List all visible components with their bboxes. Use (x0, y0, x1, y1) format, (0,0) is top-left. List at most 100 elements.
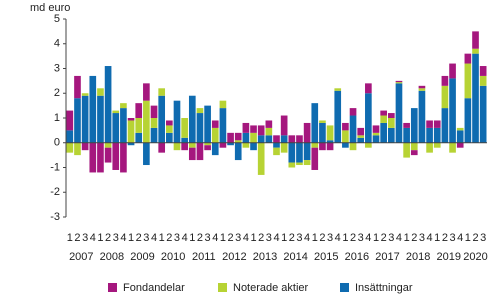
bar-segment (150, 127, 158, 143)
bar-segment (326, 140, 334, 143)
bar-segment (311, 142, 319, 148)
bar-segment (456, 142, 464, 148)
bar-segment (464, 98, 472, 143)
bar-segment (380, 110, 387, 116)
x-tick-label: 4 (212, 232, 218, 244)
bar-segment (257, 142, 265, 175)
year-label: 2013 (253, 251, 277, 263)
bar-segment (250, 132, 257, 143)
bar-segment (257, 135, 265, 143)
bar-segment (479, 85, 487, 143)
bar-segment (433, 120, 441, 128)
x-tick-label: 2 (319, 232, 325, 244)
bar-segment (89, 142, 97, 173)
bar-segment (89, 75, 97, 143)
bar-segment (273, 142, 280, 148)
bar-segment (166, 125, 173, 133)
bar-segment (372, 135, 380, 143)
year-label: 2020 (463, 251, 487, 263)
bar-segment (479, 75, 487, 86)
bar-segment (135, 103, 143, 118)
bar-segment (81, 142, 89, 151)
year-label: 2019 (436, 251, 460, 263)
bar-segment (296, 135, 303, 143)
x-tick-label: 2 (74, 232, 80, 244)
bar-segment (441, 75, 449, 86)
bar-segment (66, 130, 74, 143)
bar-segment (66, 110, 74, 131)
x-tick-label: 3 (296, 232, 302, 244)
bar-segment (319, 120, 326, 123)
x-tick-label: 3 (358, 232, 364, 244)
bar-segment (365, 93, 372, 143)
x-tick-label: 1 (373, 232, 379, 244)
y-tick-label: -2 (50, 186, 60, 198)
bar-segment (181, 118, 188, 138)
bar-segment (410, 108, 418, 143)
bar-segment (97, 142, 104, 173)
x-tick-label: 3 (174, 232, 180, 244)
x-tick-label: 2 (350, 232, 356, 244)
bar-segment (219, 108, 227, 143)
bar-segment (104, 66, 112, 143)
x-tick-label: 1 (250, 232, 256, 244)
bar-segment (250, 142, 257, 151)
x-tick-label: 2 (289, 232, 295, 244)
bar-segment (211, 127, 219, 143)
bar-segment (288, 162, 296, 168)
x-tick-label: 2 (228, 232, 234, 244)
bar-segment (135, 132, 143, 143)
legend-swatch (340, 283, 349, 292)
bar-segment (74, 75, 81, 99)
x-tick-label: 4 (396, 232, 402, 244)
bar-segment (120, 142, 127, 173)
y-tick-label: 1 (54, 112, 60, 124)
x-tick-label: 1 (465, 232, 471, 244)
bar-segment (112, 110, 120, 114)
x-tick-label: 3 (82, 232, 88, 244)
x-tick-label: 2 (166, 232, 172, 244)
x-tick-label: 2 (442, 232, 448, 244)
bar-segment (280, 135, 288, 143)
bar-segment (181, 142, 188, 151)
bar-segment (441, 85, 449, 109)
bar-segment (342, 142, 349, 148)
year-label: 2007 (69, 251, 93, 263)
bar-segment (204, 105, 211, 143)
bar-segment (410, 142, 418, 151)
bar-segment (311, 147, 319, 170)
bar-segment (196, 142, 204, 161)
bar-segment (418, 85, 426, 89)
x-tick-label: 4 (304, 232, 310, 244)
y-tick-label: 0 (54, 137, 60, 149)
bar-segment (334, 88, 342, 91)
bar-segment (143, 142, 150, 166)
bar-segment (188, 142, 196, 148)
bar-segment (303, 142, 311, 161)
bar-segment (181, 137, 188, 143)
bar-segment (242, 122, 250, 133)
bar-segment (349, 142, 357, 151)
bar-segment (173, 142, 181, 151)
bar-segment (74, 98, 81, 143)
bar-segment (387, 113, 395, 118)
x-tick-label: 4 (457, 232, 463, 244)
bar-segment (334, 90, 342, 143)
bar-segment (81, 95, 89, 143)
x-tick-label: 4 (427, 232, 433, 244)
y-tick-label: 2 (54, 87, 60, 99)
y-tick-label: 4 (54, 38, 60, 50)
bar-segment (257, 125, 265, 136)
bar-segment (66, 142, 74, 153)
x-tick-label: 4 (365, 232, 371, 244)
y-axis-label: md euro (30, 2, 70, 14)
x-tick-label: 1 (97, 232, 103, 244)
bar-segment (380, 115, 387, 123)
bar-segment (204, 142, 211, 146)
x-tick-label: 1 (342, 232, 348, 244)
legend-swatch (108, 283, 117, 292)
bar-segment (410, 150, 418, 156)
bar-segment (219, 142, 227, 148)
bar-segment (449, 142, 456, 153)
